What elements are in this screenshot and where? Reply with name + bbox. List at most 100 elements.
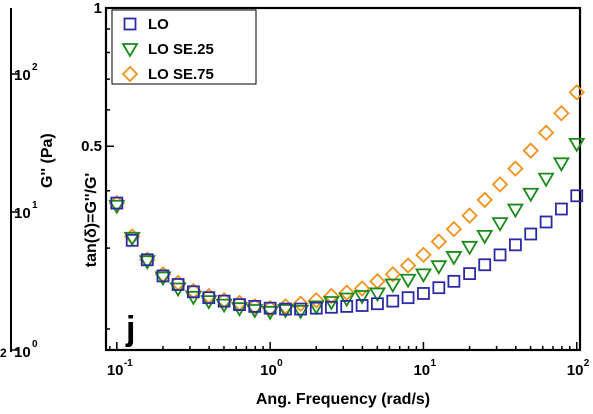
series-0 bbox=[110, 189, 584, 316]
data-point bbox=[154, 271, 172, 287]
data-point bbox=[309, 301, 323, 315]
data-point bbox=[123, 231, 141, 247]
data-point bbox=[461, 207, 478, 224]
series-1 bbox=[108, 137, 586, 321]
data-point bbox=[568, 84, 586, 101]
x-tick-label: 10 0 bbox=[260, 358, 283, 379]
data-point bbox=[125, 233, 139, 247]
data-point bbox=[187, 285, 200, 299]
data-point bbox=[386, 294, 400, 308]
data-point bbox=[384, 266, 402, 283]
x-tick-label-base: 10 bbox=[567, 362, 584, 379]
data-point bbox=[445, 251, 463, 266]
data-point bbox=[340, 299, 354, 313]
data-point bbox=[445, 220, 463, 238]
data-point bbox=[110, 196, 124, 210]
data-point bbox=[140, 253, 154, 267]
data-point bbox=[507, 160, 524, 177]
left-tick-label-base: 10 bbox=[14, 67, 31, 84]
data-point bbox=[246, 304, 264, 319]
left-edge-fragment: 2 bbox=[0, 346, 7, 360]
data-point bbox=[279, 302, 292, 316]
x-tick-label: 10 1 bbox=[413, 358, 436, 379]
data-point bbox=[432, 281, 446, 295]
data-point bbox=[463, 267, 476, 281]
data-point bbox=[509, 238, 522, 252]
data-point bbox=[156, 269, 170, 283]
left-axis-label: G'' (Pa) bbox=[39, 133, 56, 188]
data-point bbox=[200, 295, 218, 310]
x-tick-label-base: 10 bbox=[260, 362, 277, 379]
x-tick-label-exp: -1 bbox=[124, 358, 133, 369]
data-point bbox=[476, 191, 493, 209]
x-tick-label-base: 10 bbox=[107, 362, 124, 379]
data-point bbox=[202, 291, 216, 305]
legend-marker bbox=[121, 43, 139, 58]
data-point bbox=[570, 189, 584, 203]
data-point bbox=[554, 202, 568, 216]
left-axis-g-double-prime: 10 2 10 1 10 0 2 G'' (Pa) bbox=[0, 8, 56, 361]
data-point bbox=[493, 248, 507, 262]
data-point bbox=[478, 258, 492, 272]
data-points bbox=[108, 84, 586, 321]
data-point bbox=[430, 233, 448, 250]
y-tick-label: 0.5 bbox=[81, 138, 102, 155]
data-point bbox=[399, 257, 417, 274]
data-point bbox=[276, 304, 295, 319]
x-tick-label-exp: 1 bbox=[430, 358, 436, 369]
data-point bbox=[430, 260, 448, 275]
left-tick-label-exp: 0 bbox=[32, 339, 38, 350]
x-tick-label: 10 -1 bbox=[107, 358, 133, 379]
data-point bbox=[138, 255, 156, 270]
data-point bbox=[338, 292, 356, 308]
data-point bbox=[568, 137, 586, 153]
y-axis-label: tan(δ)=G''/G' bbox=[83, 173, 100, 267]
data-point bbox=[355, 299, 369, 312]
x-tick-label-base: 10 bbox=[413, 362, 430, 379]
data-point bbox=[537, 124, 555, 142]
data-point bbox=[233, 298, 246, 312]
panel-label: j bbox=[125, 310, 135, 348]
data-point bbox=[323, 287, 340, 305]
data-point bbox=[401, 291, 415, 305]
data-point bbox=[524, 227, 538, 241]
data-point bbox=[552, 157, 570, 173]
legend-label-lo-se25: LO SE.25 bbox=[148, 41, 214, 58]
data-point bbox=[522, 187, 540, 203]
x-tick-label-exp: 2 bbox=[584, 358, 590, 369]
data-point bbox=[325, 300, 338, 314]
legend-label-lo: LO bbox=[148, 16, 169, 33]
tick-labels: 10 -1 10 0 10 1 10 210.5 bbox=[81, 0, 590, 379]
data-point bbox=[384, 278, 402, 294]
series-2 bbox=[108, 84, 586, 317]
data-point bbox=[491, 217, 509, 232]
data-point bbox=[215, 298, 233, 314]
data-point bbox=[322, 296, 340, 311]
axis-ticks bbox=[106, 7, 578, 350]
left-tick-label-base: 10 bbox=[14, 205, 31, 222]
data-point bbox=[371, 297, 384, 311]
data-point bbox=[307, 300, 325, 316]
data-point bbox=[263, 301, 277, 315]
data-point bbox=[399, 273, 417, 289]
legend-marker bbox=[123, 17, 137, 31]
data-point bbox=[461, 240, 479, 256]
data-point bbox=[338, 284, 356, 301]
legend-label-lo-se75: LO SE.75 bbox=[148, 66, 214, 83]
legend-markers bbox=[121, 17, 139, 83]
data-point bbox=[294, 302, 307, 316]
data-point bbox=[539, 215, 553, 229]
data-point bbox=[108, 199, 126, 215]
y-tick-label: 1 bbox=[94, 0, 102, 17]
data-point bbox=[171, 278, 185, 291]
data-point bbox=[217, 294, 231, 308]
data-point bbox=[230, 302, 249, 317]
x-axis-label: Ang. Frequency (rad/s) bbox=[256, 391, 430, 408]
data-point bbox=[292, 304, 310, 320]
data-point bbox=[491, 176, 509, 193]
data-point bbox=[308, 291, 325, 309]
data-point bbox=[248, 299, 262, 313]
data-point bbox=[369, 273, 386, 290]
data-point bbox=[553, 104, 570, 122]
